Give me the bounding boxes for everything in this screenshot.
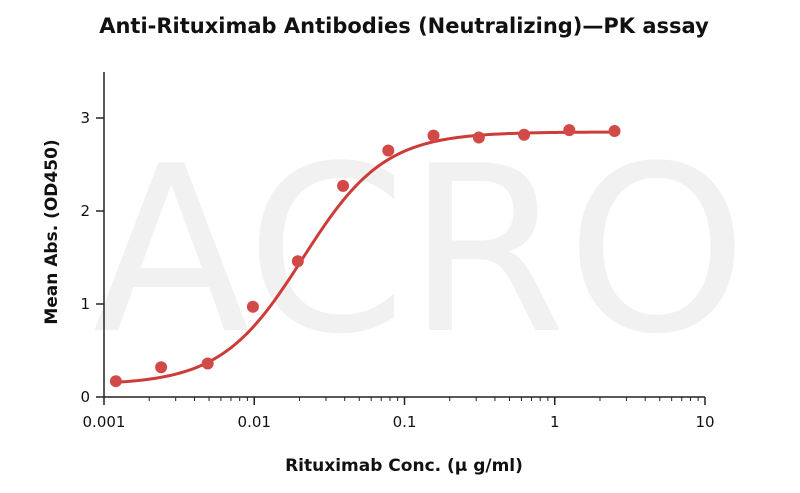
x-axis-label: Rituximab Conc. (μ g/ml) [285,456,523,476]
ticks: 0.001 0.01 0.1 1 10 0 1 2 3 [80,109,714,431]
data-point [246,300,259,313]
x-tick-label: 10 [695,413,714,431]
y-tick-label: 0 [80,388,90,406]
data-point [472,131,485,144]
x-tick-label: 0.01 [238,413,271,431]
data-points [109,124,621,388]
y-axis-label: Mean Abs. (OD450) [42,139,62,324]
x-tick-label: 0.001 [83,413,126,431]
fit-curve [115,130,615,384]
data-point [563,124,576,137]
data-point [155,361,168,374]
data-point [109,375,122,388]
data-point [291,255,304,268]
x-tick-label: 0.1 [393,413,417,431]
chart-title: Anti-Rituximab Antibodies (Neutralizing)… [99,14,709,38]
data-point [518,128,531,141]
watermark-text: ACRO [93,118,748,385]
fit-curve-group [115,130,615,384]
data-point [427,129,440,142]
data-point [608,125,621,138]
y-tick-label: 3 [80,109,90,127]
data-point [337,179,350,192]
x-tick-label: 1 [550,413,560,431]
y-tick-label: 2 [80,202,90,220]
y-tick-label: 1 [80,295,90,313]
data-point [201,357,214,370]
data-point [382,144,395,157]
